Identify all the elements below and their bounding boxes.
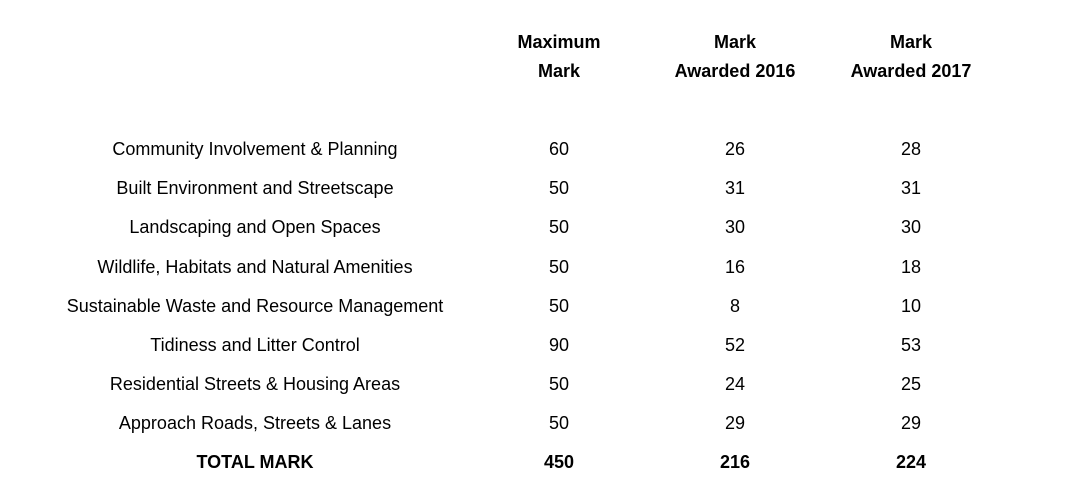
header-mark-awarded-2017-line2: Awarded 2017	[850, 61, 972, 81]
mark-2017-value: 29	[900, 413, 922, 433]
mark-2016-value: 30	[724, 217, 746, 237]
table-row: Wildlife, Habitats and Natural Amenities…	[0, 255, 1080, 279]
maximum-mark-value: 50	[548, 178, 570, 198]
total-mark-2017: 224	[895, 452, 927, 472]
maximum-mark-value: 50	[548, 296, 570, 316]
category-label: Community Involvement & Planning	[112, 139, 398, 159]
header-mark-awarded-2017-line1: Mark	[889, 32, 933, 52]
mark-2017-value: 25	[900, 374, 922, 394]
maximum-mark-value: 50	[548, 413, 570, 433]
table-row: Landscaping and Open Spaces 50 30 30	[0, 215, 1080, 239]
mark-2016-value: 26	[724, 139, 746, 159]
mark-2016-value: 29	[724, 413, 746, 433]
total-mark-2016: 216	[719, 452, 751, 472]
table-row: Sustainable Waste and Resource Managemen…	[0, 294, 1080, 318]
table-row: Built Environment and Streetscape 50 31 …	[0, 176, 1080, 200]
category-label: Built Environment and Streetscape	[116, 178, 394, 198]
table-row: Community Involvement & Planning 60 26 2…	[0, 137, 1080, 161]
maximum-mark-value: 60	[548, 139, 570, 159]
mark-2016-value: 16	[724, 257, 746, 277]
maximum-mark-value: 50	[548, 374, 570, 394]
total-maximum-mark: 450	[543, 452, 575, 472]
category-label: Landscaping and Open Spaces	[129, 217, 381, 237]
header-mark-awarded-2016: Mark Awarded 2016	[645, 28, 825, 86]
mark-2016-value: 52	[724, 335, 746, 355]
mark-2017-value: 18	[900, 257, 922, 277]
mark-2017-value: 31	[900, 178, 922, 198]
total-label: TOTAL MARK	[196, 452, 314, 472]
header-mark-awarded-2016-line1: Mark	[713, 32, 757, 52]
category-label: Residential Streets & Housing Areas	[109, 374, 401, 394]
total-row: TOTAL MARK 450 216 224	[0, 450, 1080, 474]
mark-2017-value: 10	[900, 296, 922, 316]
mark-2016-value: 31	[724, 178, 746, 198]
maximum-mark-value: 90	[548, 335, 570, 355]
mark-2016-value: 24	[724, 374, 746, 394]
header-maximum-mark-line2: Mark	[537, 61, 581, 81]
mark-2017-value: 28	[900, 139, 922, 159]
category-label: Tidiness and Litter Control	[150, 335, 360, 355]
maximum-mark-value: 50	[548, 257, 570, 277]
header-mark-awarded-2017: Mark Awarded 2017	[821, 28, 1001, 86]
table-row: Approach Roads, Streets & Lanes 50 29 29	[0, 411, 1080, 435]
category-label: Approach Roads, Streets & Lanes	[118, 413, 392, 433]
header-maximum-mark-line1: Maximum	[517, 32, 601, 52]
category-label: Wildlife, Habitats and Natural Amenities	[97, 257, 413, 277]
mark-2017-value: 30	[900, 217, 922, 237]
header-maximum-mark: Maximum Mark	[469, 28, 649, 86]
table-row: Tidiness and Litter Control 90 52 53	[0, 333, 1080, 357]
header-mark-awarded-2016-line2: Awarded 2016	[674, 61, 796, 81]
mark-2017-value: 53	[900, 335, 922, 355]
maximum-mark-value: 50	[548, 217, 570, 237]
category-label: Sustainable Waste and Resource Managemen…	[66, 296, 444, 316]
mark-2016-value: 8	[729, 296, 740, 316]
table-row: Residential Streets & Housing Areas 50 2…	[0, 372, 1080, 396]
